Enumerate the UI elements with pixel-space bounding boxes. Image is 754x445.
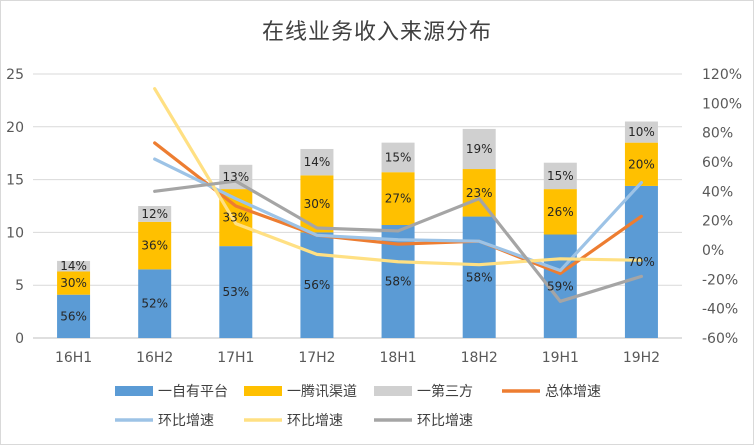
chart-title: 在线业务收入来源分布 — [261, 20, 492, 45]
bar-segment — [57, 271, 91, 295]
bar-labels: 56% 52% 53% 56% 58% 58% 59% 70% 30% 36% 33% 30% 27% 2… — [60, 125, 655, 323]
legend-label: 总体增速 — [545, 384, 601, 400]
bar-segment — [624, 185, 658, 338]
legend-label: 环比增速 — [158, 413, 214, 429]
bar-segment — [381, 142, 415, 173]
bar-data-label: 19% — [466, 142, 493, 156]
bar-segment — [219, 164, 253, 190]
bar-data-label: 10% — [628, 125, 655, 139]
y-right-tick-label: 100% — [702, 96, 742, 112]
y-left-tick-label: 15 — [6, 173, 24, 189]
bar-data-label: 52% — [141, 297, 168, 311]
bar-segment — [138, 269, 172, 338]
bar-segment — [624, 121, 658, 143]
bar-data-label: 59% — [547, 279, 574, 293]
legend-label: 一自有平台 — [158, 384, 228, 400]
bar-segment — [138, 221, 172, 270]
y-right-tick-label: -60% — [702, 331, 738, 347]
legend-label: 一第三方 — [417, 383, 473, 400]
growth-lines — [153, 87, 644, 303]
bars — [57, 121, 658, 338]
legend-label: 一腾讯渠道 — [287, 383, 357, 400]
y-left-tick-label: 10 — [6, 225, 24, 241]
bar-segment — [462, 169, 496, 217]
x-tick-label: 18H1 — [379, 350, 416, 366]
bar-data-label: 27% — [385, 192, 412, 206]
bar-data-label: 26% — [547, 205, 574, 219]
legend-label: 环比增速 — [287, 413, 343, 429]
bar-data-label: 14% — [304, 155, 331, 169]
legend-swatch — [374, 386, 412, 396]
x-tick-label: 16H1 — [55, 350, 92, 366]
bar-data-label: 70% — [628, 255, 655, 269]
growth-line — [153, 157, 644, 273]
y-right-tick-label: 0% — [702, 243, 724, 259]
y-left-tick-label: 20 — [6, 120, 24, 136]
legend-swatch — [115, 386, 153, 396]
bar-segment — [381, 172, 415, 226]
y-right-tick-label: 120% — [702, 67, 742, 83]
bar-data-label: 30% — [304, 197, 331, 211]
bar-segment — [543, 162, 577, 190]
bar-segment — [57, 260, 91, 272]
y-right-tick-label: 80% — [702, 126, 733, 142]
bar-segment — [462, 128, 496, 170]
bar-data-label: 23% — [466, 186, 493, 200]
bar-data-label: 58% — [385, 275, 412, 289]
bar-data-label: 20% — [628, 157, 655, 171]
y-right-tick-label: -20% — [702, 272, 738, 288]
y-left-tick-label: 25 — [6, 67, 24, 83]
bar-data-label: 56% — [304, 278, 331, 292]
bar-segment — [543, 189, 577, 235]
bar-data-label: 15% — [547, 169, 574, 183]
x-tick-label: 17H2 — [298, 350, 335, 366]
bar-segment — [462, 216, 496, 338]
growth-line — [153, 141, 644, 276]
x-tick-label: 17H1 — [217, 350, 254, 366]
y-right-tick-label: 20% — [702, 214, 733, 230]
x-tick-label: 19H1 — [542, 350, 579, 366]
legend-swatch — [244, 386, 282, 396]
y-right-tick-label: 60% — [702, 155, 733, 171]
x-tick-label: 19H2 — [623, 350, 660, 366]
growth-line — [153, 179, 644, 303]
bar-segment — [300, 148, 334, 176]
bar-data-label: 13% — [222, 170, 249, 184]
bar-data-label: 53% — [222, 285, 249, 299]
bar-data-label: 56% — [60, 309, 87, 323]
y-left-tick-label: 0 — [15, 331, 24, 347]
bar-segment — [624, 142, 658, 186]
y-right-tick-label: -40% — [702, 302, 738, 318]
bar-data-label: 30% — [60, 276, 87, 290]
x-tick-label: 16H2 — [136, 350, 173, 366]
axes: 0 5 10 15 20 25 -60% -40% -20% 0% 20% 40% 60% 80% 100%… — [6, 67, 742, 366]
bar-segment — [57, 294, 91, 338]
y-right-tick-label: 40% — [702, 184, 733, 200]
bar-data-label: 36% — [141, 239, 168, 253]
bar-data-label: 14% — [60, 259, 87, 273]
growth-line — [153, 87, 644, 267]
bar-data-label: 15% — [385, 150, 412, 164]
gridlines — [33, 73, 682, 339]
y-left-tick-label: 5 — [15, 278, 24, 294]
legend-label: 环比增速 — [417, 413, 473, 429]
x-tick-label: 18H2 — [461, 350, 498, 366]
bar-segment — [219, 246, 253, 338]
bar-data-label: 33% — [222, 211, 249, 225]
bar-data-label: 58% — [466, 270, 493, 284]
bar-data-label: 12% — [141, 207, 168, 221]
bar-segment — [138, 206, 172, 222]
